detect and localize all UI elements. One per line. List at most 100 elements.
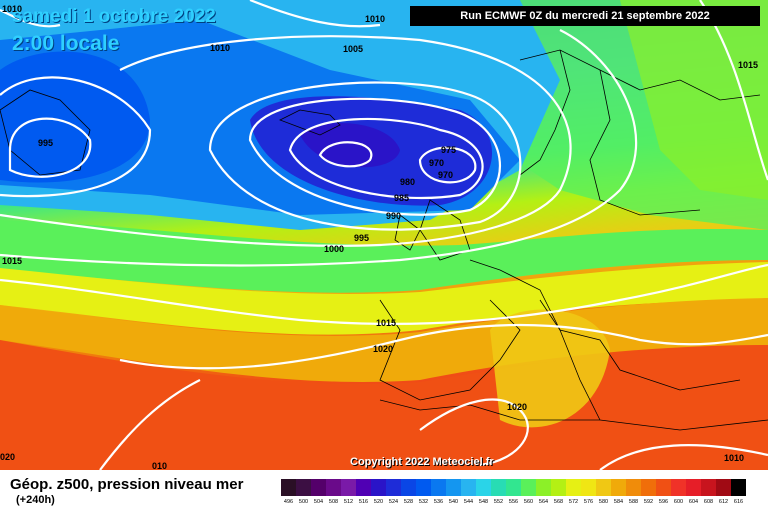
isobar-label: 1005 bbox=[343, 44, 363, 54]
field-darkblue-core bbox=[300, 123, 400, 168]
scale-label: 496 bbox=[283, 499, 294, 505]
scale-swatch bbox=[416, 479, 431, 496]
scale-label: 600 bbox=[673, 499, 684, 505]
scale-swatch bbox=[491, 479, 506, 496]
scale-label: 524 bbox=[388, 499, 399, 505]
scale-label: 576 bbox=[583, 499, 594, 505]
field-deepblue-west bbox=[0, 51, 150, 183]
color-scale bbox=[281, 479, 746, 496]
isobar-label: 990 bbox=[386, 211, 401, 221]
weather-map: 1010 1010 1010 1005 1015 995 975 970 970… bbox=[0, 0, 768, 470]
scale-swatch bbox=[326, 479, 341, 496]
isobar-label: 010 bbox=[152, 461, 167, 470]
scale-swatch bbox=[551, 479, 566, 496]
isobar-label: 1020 bbox=[373, 344, 393, 354]
scale-swatch bbox=[386, 479, 401, 496]
forecast-lead: (+240h) bbox=[16, 494, 55, 506]
scale-swatch bbox=[596, 479, 611, 496]
scale-swatch bbox=[296, 479, 311, 496]
scale-label: 584 bbox=[613, 499, 624, 505]
isobar-label: 975 bbox=[441, 145, 456, 155]
scale-swatch bbox=[521, 479, 536, 496]
scale-label: 552 bbox=[493, 499, 504, 505]
isobar-label: 1015 bbox=[2, 256, 22, 266]
scale-label: 544 bbox=[463, 499, 474, 505]
isobar-label: 980 bbox=[400, 177, 415, 187]
scale-label: 532 bbox=[418, 499, 429, 505]
field-east-lightgreen bbox=[620, 0, 768, 200]
isobar-label: 1015 bbox=[376, 318, 396, 328]
scale-swatch bbox=[641, 479, 656, 496]
scale-swatch bbox=[536, 479, 551, 496]
isobar-label: 995 bbox=[38, 138, 53, 148]
scale-swatch bbox=[701, 479, 716, 496]
map-title: Géop. z500, pression niveau mer bbox=[10, 476, 244, 493]
scale-swatch bbox=[686, 479, 701, 496]
isobar-label: 1010 bbox=[365, 14, 385, 24]
scale-swatch bbox=[431, 479, 446, 496]
footer: Géop. z500, pression niveau mer (+240h) … bbox=[0, 470, 768, 512]
copyright-text: Copyright 2022 Meteociel.fr bbox=[350, 456, 494, 468]
isobars bbox=[0, 0, 768, 470]
isobar-label: 970 bbox=[429, 158, 444, 168]
scale-label: 508 bbox=[328, 499, 339, 505]
isobar-label: 970 bbox=[438, 170, 453, 180]
scale-swatch bbox=[476, 479, 491, 496]
scale-swatch bbox=[446, 479, 461, 496]
field-yellow-dome bbox=[490, 309, 610, 428]
scale-label: 548 bbox=[478, 499, 489, 505]
scale-label: 540 bbox=[448, 499, 459, 505]
forecast-date: samedi 1 octobre 2022 bbox=[12, 6, 216, 27]
field-yellow-band bbox=[0, 262, 768, 335]
scale-label: 616 bbox=[733, 499, 744, 505]
scale-swatch bbox=[731, 479, 746, 496]
isobar-label: 1020 bbox=[507, 402, 527, 412]
scale-swatch bbox=[281, 479, 296, 496]
scale-label: 572 bbox=[568, 499, 579, 505]
scale-label: 580 bbox=[598, 499, 609, 505]
scale-label: 556 bbox=[508, 499, 519, 505]
scale-swatch bbox=[611, 479, 626, 496]
scale-swatch bbox=[506, 479, 521, 496]
scale-swatch bbox=[311, 479, 326, 496]
color-scale-labels: 496 500 504 508 512 516 520 524 528 532 536 540 544 5… bbox=[281, 499, 746, 505]
scale-label: 512 bbox=[343, 499, 354, 505]
scale-swatch bbox=[626, 479, 641, 496]
scale-label: 528 bbox=[403, 499, 414, 505]
coastlines bbox=[0, 49, 768, 431]
scale-label: 604 bbox=[688, 499, 699, 505]
scale-swatch bbox=[461, 479, 476, 496]
scale-swatch bbox=[371, 479, 386, 496]
scale-swatch bbox=[656, 479, 671, 496]
isobar-label: 1000 bbox=[324, 244, 344, 254]
isobar-label: 1010 bbox=[2, 4, 22, 14]
isobar-label: 1015 bbox=[738, 60, 758, 70]
scale-label: 588 bbox=[628, 499, 639, 505]
isobar-label: 995 bbox=[354, 233, 369, 243]
scale-label: 504 bbox=[313, 499, 324, 505]
scale-label: 536 bbox=[433, 499, 444, 505]
scale-label: 520 bbox=[373, 499, 384, 505]
scale-label: 500 bbox=[298, 499, 309, 505]
isobar-label: 020 bbox=[0, 452, 15, 462]
run-banner: Run ECMWF 0Z du mercredi 21 septembre 20… bbox=[410, 6, 760, 26]
isobar-label: 1010 bbox=[210, 43, 230, 53]
scale-label: 568 bbox=[553, 499, 564, 505]
z500-field-map: 1010 1010 1010 1005 1015 995 975 970 970… bbox=[0, 0, 768, 470]
scale-swatch bbox=[581, 479, 596, 496]
scale-label: 612 bbox=[718, 499, 729, 505]
scale-label: 596 bbox=[658, 499, 669, 505]
scale-label: 516 bbox=[358, 499, 369, 505]
scale-label: 592 bbox=[643, 499, 654, 505]
scale-swatch bbox=[566, 479, 581, 496]
forecast-time: 2:00 locale bbox=[12, 32, 120, 55]
scale-swatch bbox=[356, 479, 371, 496]
isobar-label: 1010 bbox=[724, 453, 744, 463]
scale-label: 560 bbox=[523, 499, 534, 505]
scale-swatch bbox=[401, 479, 416, 496]
isobar-labels: 1010 1010 1010 1005 1015 995 975 970 970… bbox=[0, 4, 758, 470]
scale-label: 564 bbox=[538, 499, 549, 505]
scale-swatch bbox=[716, 479, 731, 496]
scale-swatch bbox=[341, 479, 356, 496]
isobar-label: 985 bbox=[394, 193, 409, 203]
